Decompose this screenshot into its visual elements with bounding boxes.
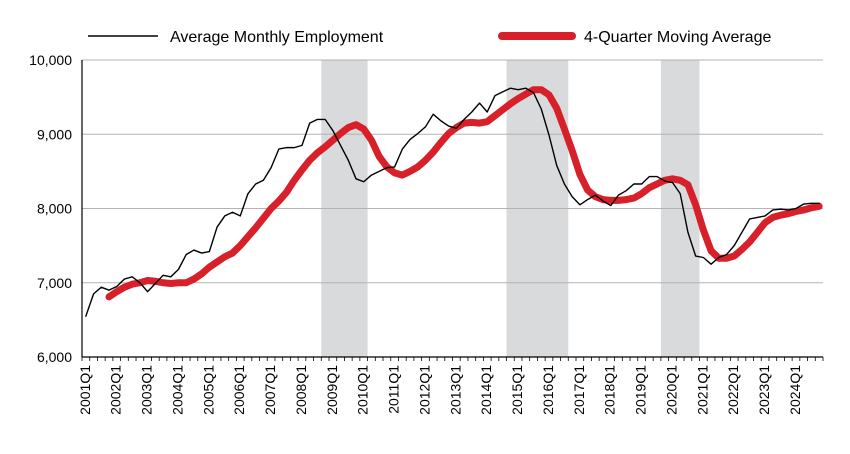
y-tick-label: 10,000 — [29, 52, 72, 68]
y-tick-label: 7,000 — [37, 275, 72, 291]
x-tick-label: 2022Q1 — [725, 365, 741, 415]
x-tick-label: 2019Q1 — [633, 365, 649, 415]
series-line-moving-average — [105, 86, 823, 301]
series-layer — [85, 86, 823, 317]
grid-layer — [82, 59, 823, 358]
legend-label-average-monthly-employment: Average Monthly Employment — [170, 29, 384, 46]
x-tick-label: 2015Q1 — [509, 365, 525, 415]
x-tick-label: 2020Q1 — [663, 365, 679, 415]
y-tick-label: 6,000 — [37, 349, 72, 365]
x-tick-label: 2017Q1 — [571, 365, 587, 415]
x-tick-label: 2023Q1 — [756, 365, 772, 415]
y-tick-label: 8,000 — [37, 201, 72, 217]
x-tick-label: 2003Q1 — [139, 365, 155, 415]
axis-layer: 6,000 7,000 8,000 9,000 10,000 2001Q1 2002Q1 20… — [29, 52, 824, 415]
x-tick-label: 2010Q1 — [355, 365, 371, 415]
x-tick-label: 2005Q1 — [200, 365, 216, 415]
x-tick-label: 2007Q1 — [262, 365, 278, 415]
x-tick-label: 2009Q1 — [324, 365, 340, 415]
x-tick-label: 2021Q1 — [694, 365, 710, 415]
x-tick-label: 2008Q1 — [293, 365, 309, 415]
x-tick-label: 2018Q1 — [602, 365, 618, 415]
x-tick-label: 2014Q1 — [478, 365, 494, 415]
x-tick-label: 2011Q1 — [386, 365, 402, 414]
x-tick-label: 2001Q1 — [77, 365, 93, 415]
x-tick-label: 2004Q1 — [169, 365, 185, 415]
x-tick-label: 2024Q1 — [787, 365, 803, 415]
x-tick-label: 2012Q1 — [416, 365, 432, 415]
y-tick-label: 9,000 — [37, 126, 72, 142]
series-line-average-monthly-employment — [85, 87, 820, 317]
x-tick-label: 2016Q1 — [540, 365, 556, 415]
legend: Average Monthly Employment 4-Quarter Mov… — [88, 29, 771, 46]
x-tick-label: 2002Q1 — [108, 365, 124, 415]
legend-label-moving-average: 4-Quarter Moving Average — [584, 29, 771, 46]
x-tick-label: 2006Q1 — [231, 365, 247, 415]
x-tick-label: 2013Q1 — [447, 365, 463, 415]
